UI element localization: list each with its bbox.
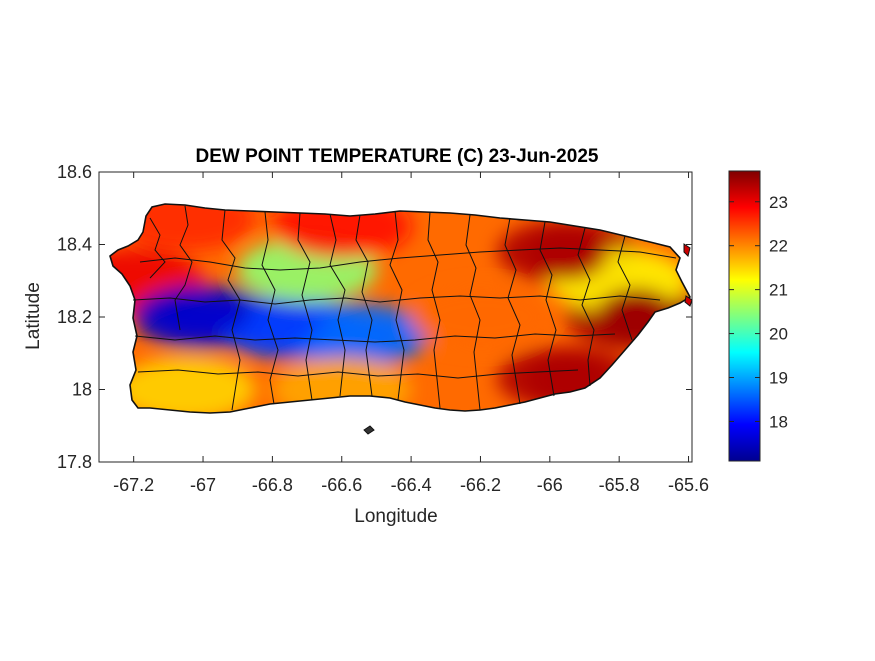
municipality-boundary (427, 211, 441, 409)
x-tick-label: -66.2 (460, 475, 501, 495)
municipality-boundary (297, 212, 313, 401)
x-tick-label: -67 (190, 475, 216, 495)
region-field (115, 204, 256, 252)
warm-core (527, 223, 608, 280)
municipality-boundary (261, 211, 279, 405)
colorbar-tick-label: 19 (769, 369, 788, 388)
municipality-boundary (139, 247, 677, 271)
x-tick-label: -66.4 (391, 475, 432, 495)
municipality-boundaries (132, 205, 677, 411)
colorbar (728, 170, 761, 462)
y-axis: 17.8 18 18.2 18.4 18.6 (57, 162, 692, 472)
colorbar-tick-label: 20 (769, 325, 788, 344)
municipality-boundary (577, 227, 595, 387)
x-tick-label: -66.6 (321, 475, 362, 495)
x-tick-label: -65.6 (668, 475, 709, 495)
y-tick-label: 18.2 (57, 307, 92, 327)
x-axis: -67.2 -67 -66.8 -66.6 -66.4 -66.2 -66 -65.8 -65.… (113, 172, 709, 495)
colorbar-tick-label: 21 (769, 281, 788, 300)
municipality-boundary (329, 213, 346, 397)
cool-core (155, 303, 252, 331)
field-gradient (110, 204, 690, 413)
offshore-islet (683, 243, 691, 257)
colorbar-tick-label: 23 (769, 193, 788, 212)
municipality-boundary (617, 235, 633, 341)
colorbar-tick-label: 18 (769, 412, 788, 431)
small-islands (363, 243, 693, 435)
municipality-boundary (355, 214, 373, 397)
colorbar-ticks: 18 19 20 21 22 23 (729, 193, 788, 431)
y-tick-label: 18 (72, 380, 92, 400)
y-tick-label: 17.8 (57, 452, 92, 472)
municipality-boundary (465, 214, 481, 411)
y-axis-label: Latitude (23, 282, 44, 350)
cool-core (311, 321, 408, 350)
x-tick-label: -67.2 (113, 475, 154, 495)
municipality-boundary (539, 221, 557, 397)
x-axis-label: Longitude (354, 506, 437, 527)
municipality-boundary (134, 333, 616, 343)
x-tick-label: -65.8 (599, 475, 640, 495)
x-tick-label: -66.8 (252, 475, 293, 495)
y-tick-label: 18.6 (57, 162, 92, 182)
dew-point-field (110, 204, 690, 413)
municipality-boundary (221, 209, 241, 411)
chart-title: DEW POINT TEMPERATURE (C) 23-Jun-2025 (196, 146, 599, 167)
municipality-boundary (149, 217, 166, 279)
colorbar-tick-label: 22 (769, 237, 788, 256)
x-tick-label: -66 (537, 475, 563, 495)
y-tick-label: 18.4 (57, 235, 92, 255)
region-field (410, 285, 551, 349)
municipality-boundary (389, 210, 405, 401)
municipality-boundary (174, 205, 193, 331)
municipality-boundary (132, 295, 661, 305)
caja-de-muertos (363, 425, 375, 435)
offshore-islet (684, 295, 693, 307)
municipality-boundary (137, 369, 579, 379)
